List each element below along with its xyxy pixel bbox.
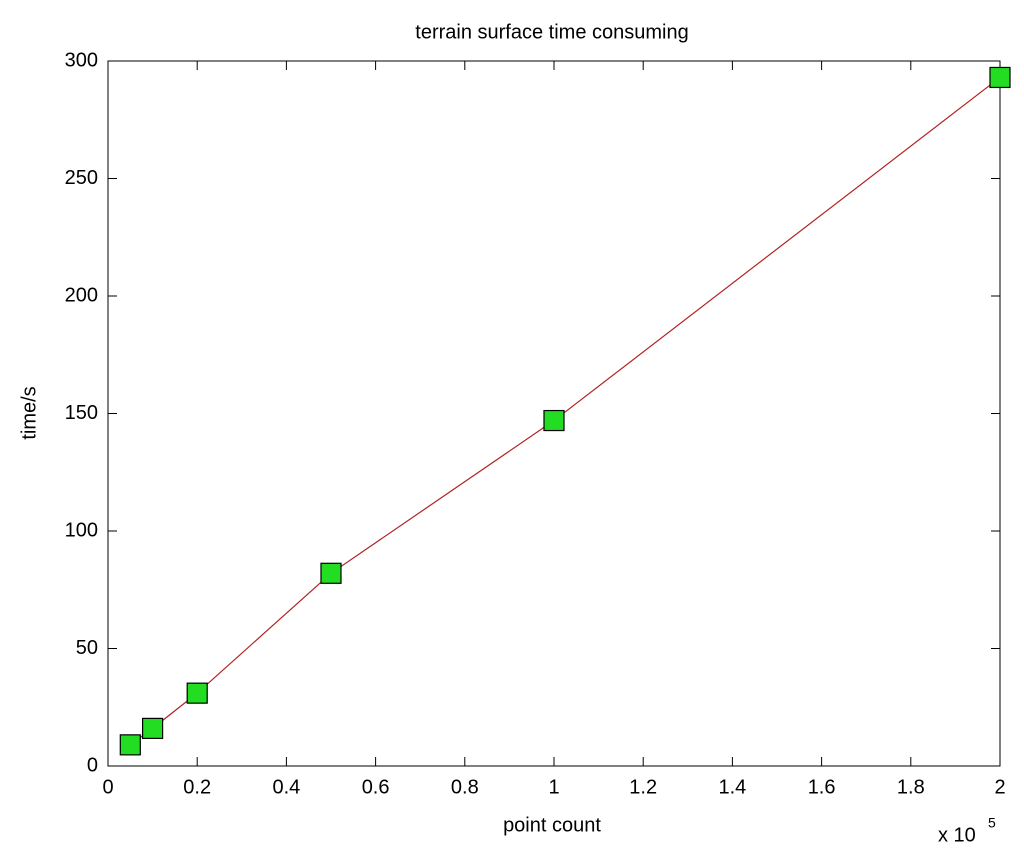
x-tick-label: 1.6 [808,776,836,798]
y-tick-label: 300 [65,49,98,71]
x-multiplier: x 10 [938,824,976,846]
x-tick-label: 0 [102,776,113,798]
y-axis-label: time/s [18,386,40,439]
y-tick-label: 150 [65,402,98,424]
x-tick-label: 0.2 [183,776,211,798]
x-tick-label: 0.6 [362,776,390,798]
x-tick-label: 2 [994,776,1005,798]
x-tick-label: 0.8 [451,776,479,798]
x-tick-label: 1.2 [629,776,657,798]
x-tick-label: 1.4 [718,776,746,798]
x-tick-label: 1.8 [897,776,925,798]
x-multiplier-exponent: 5 [988,815,996,831]
marker [543,409,565,432]
chart-title: terrain surface time consuming [415,21,688,43]
y-tick-label: 0 [87,754,98,776]
y-tick-label: 250 [65,167,98,189]
marker [989,66,1011,89]
marker [320,562,342,584]
x-tick-label: 0.4 [272,776,300,798]
marker [119,734,141,756]
marker [142,717,164,740]
y-tick-label: 50 [76,637,98,659]
marker [186,682,208,704]
x-axis-label: point count [503,814,601,836]
y-tick-label: 200 [65,284,98,306]
x-tick-label: 1 [548,776,559,798]
y-tick-label: 100 [65,519,98,541]
